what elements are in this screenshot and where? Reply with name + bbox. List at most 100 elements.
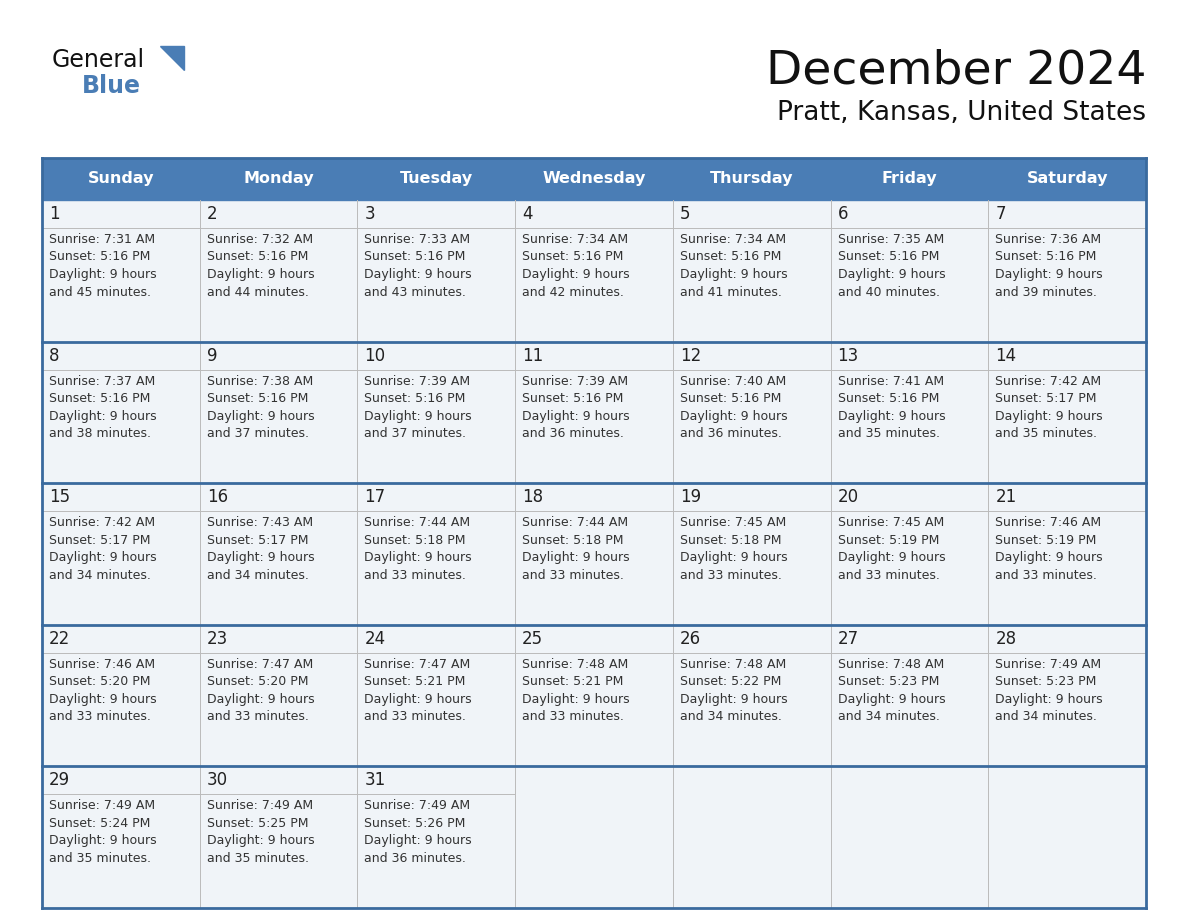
Text: Sunset: 5:20 PM: Sunset: 5:20 PM [207, 676, 308, 688]
Text: Sunrise: 7:49 AM: Sunrise: 7:49 AM [49, 800, 156, 812]
Text: Daylight: 9 hours: Daylight: 9 hours [365, 409, 472, 422]
Text: Daylight: 9 hours: Daylight: 9 hours [680, 409, 788, 422]
Bar [672, 200, 830, 341]
Bar [988, 200, 1146, 341]
Bar [830, 483, 988, 625]
Bar [358, 625, 516, 767]
Text: Sunrise: 7:48 AM: Sunrise: 7:48 AM [838, 658, 943, 671]
Bar [830, 200, 988, 341]
Text: Daylight: 9 hours: Daylight: 9 hours [996, 551, 1102, 565]
Text: and 33 minutes.: and 33 minutes. [365, 568, 467, 582]
Text: Tuesday: Tuesday [399, 172, 473, 186]
Text: Sunset: 5:21 PM: Sunset: 5:21 PM [523, 676, 624, 688]
Bar [200, 200, 358, 341]
Text: Daylight: 9 hours: Daylight: 9 hours [523, 551, 630, 565]
Text: Sunset: 5:18 PM: Sunset: 5:18 PM [680, 533, 782, 547]
Text: Sunset: 5:17 PM: Sunset: 5:17 PM [996, 392, 1097, 405]
Text: Sunset: 5:16 PM: Sunset: 5:16 PM [207, 392, 308, 405]
Text: and 40 minutes.: and 40 minutes. [838, 285, 940, 298]
Text: Sunrise: 7:44 AM: Sunrise: 7:44 AM [365, 516, 470, 529]
Text: Sunrise: 7:34 AM: Sunrise: 7:34 AM [680, 233, 786, 246]
Text: Sunset: 5:21 PM: Sunset: 5:21 PM [365, 676, 466, 688]
Text: 31: 31 [365, 771, 386, 789]
Text: Daylight: 9 hours: Daylight: 9 hours [207, 409, 315, 422]
Text: Sunrise: 7:48 AM: Sunrise: 7:48 AM [680, 658, 786, 671]
Text: Sunset: 5:16 PM: Sunset: 5:16 PM [680, 251, 782, 263]
Text: and 33 minutes.: and 33 minutes. [523, 568, 624, 582]
Text: Daylight: 9 hours: Daylight: 9 hours [838, 268, 946, 281]
Bar [358, 200, 516, 341]
Text: Sunrise: 7:32 AM: Sunrise: 7:32 AM [207, 233, 312, 246]
Text: Daylight: 9 hours: Daylight: 9 hours [207, 551, 315, 565]
Text: 9: 9 [207, 347, 217, 364]
Text: 23: 23 [207, 630, 228, 648]
Bar [988, 625, 1146, 767]
Text: and 35 minutes.: and 35 minutes. [996, 427, 1098, 440]
Text: Sunrise: 7:40 AM: Sunrise: 7:40 AM [680, 375, 786, 387]
Text: Sunrise: 7:49 AM: Sunrise: 7:49 AM [365, 800, 470, 812]
Text: Sunrise: 7:49 AM: Sunrise: 7:49 AM [996, 658, 1101, 671]
Text: Sunrise: 7:41 AM: Sunrise: 7:41 AM [838, 375, 943, 387]
Text: Pratt, Kansas, United States: Pratt, Kansas, United States [777, 100, 1146, 126]
Text: 21: 21 [996, 488, 1017, 506]
Text: Daylight: 9 hours: Daylight: 9 hours [49, 409, 157, 422]
Text: 22: 22 [49, 630, 70, 648]
Bar [200, 483, 358, 625]
Text: 1: 1 [49, 205, 59, 223]
Text: and 41 minutes.: and 41 minutes. [680, 285, 782, 298]
Text: 8: 8 [49, 347, 59, 364]
Text: Sunrise: 7:45 AM: Sunrise: 7:45 AM [680, 516, 786, 529]
Text: Daylight: 9 hours: Daylight: 9 hours [523, 693, 630, 706]
Bar [516, 767, 672, 908]
Bar [200, 767, 358, 908]
Text: Sunset: 5:19 PM: Sunset: 5:19 PM [996, 533, 1097, 547]
Text: Sunset: 5:20 PM: Sunset: 5:20 PM [49, 676, 151, 688]
Bar [42, 341, 200, 483]
Text: and 34 minutes.: and 34 minutes. [680, 711, 782, 723]
Text: Sunset: 5:24 PM: Sunset: 5:24 PM [49, 817, 151, 830]
Bar [358, 767, 516, 908]
Text: 18: 18 [523, 488, 543, 506]
Text: 29: 29 [49, 771, 70, 789]
Text: Sunrise: 7:42 AM: Sunrise: 7:42 AM [49, 516, 156, 529]
Text: Sunrise: 7:39 AM: Sunrise: 7:39 AM [365, 375, 470, 387]
Text: Sunrise: 7:47 AM: Sunrise: 7:47 AM [207, 658, 312, 671]
Text: Sunset: 5:17 PM: Sunset: 5:17 PM [207, 533, 308, 547]
Text: and 34 minutes.: and 34 minutes. [838, 711, 940, 723]
Text: Sunrise: 7:45 AM: Sunrise: 7:45 AM [838, 516, 943, 529]
Text: Daylight: 9 hours: Daylight: 9 hours [680, 268, 788, 281]
Bar [830, 767, 988, 908]
Text: Sunset: 5:25 PM: Sunset: 5:25 PM [207, 817, 308, 830]
Text: Sunset: 5:16 PM: Sunset: 5:16 PM [680, 392, 782, 405]
Text: and 33 minutes.: and 33 minutes. [680, 568, 782, 582]
Text: 16: 16 [207, 488, 228, 506]
Text: and 34 minutes.: and 34 minutes. [49, 568, 151, 582]
Bar [988, 341, 1146, 483]
Text: Monday: Monday [244, 172, 314, 186]
Text: 11: 11 [523, 347, 543, 364]
Text: and 33 minutes.: and 33 minutes. [523, 711, 624, 723]
Text: 14: 14 [996, 347, 1017, 364]
Text: 28: 28 [996, 630, 1017, 648]
Text: and 39 minutes.: and 39 minutes. [996, 285, 1098, 298]
Text: 13: 13 [838, 347, 859, 364]
Text: and 34 minutes.: and 34 minutes. [207, 568, 309, 582]
Bar [42, 158, 1146, 200]
Bar [200, 341, 358, 483]
Text: Sunrise: 7:46 AM: Sunrise: 7:46 AM [996, 516, 1101, 529]
Text: Thursday: Thursday [710, 172, 794, 186]
Text: Daylight: 9 hours: Daylight: 9 hours [523, 409, 630, 422]
Text: Sunrise: 7:35 AM: Sunrise: 7:35 AM [838, 233, 943, 246]
Text: Daylight: 9 hours: Daylight: 9 hours [207, 834, 315, 847]
Text: Sunset: 5:16 PM: Sunset: 5:16 PM [523, 392, 624, 405]
Text: Sunrise: 7:43 AM: Sunrise: 7:43 AM [207, 516, 312, 529]
Text: and 33 minutes.: and 33 minutes. [207, 711, 309, 723]
Bar [672, 625, 830, 767]
Text: 3: 3 [365, 205, 375, 223]
Text: and 44 minutes.: and 44 minutes. [207, 285, 309, 298]
Text: 2: 2 [207, 205, 217, 223]
Text: Daylight: 9 hours: Daylight: 9 hours [838, 551, 946, 565]
Text: 20: 20 [838, 488, 859, 506]
Text: Sunset: 5:16 PM: Sunset: 5:16 PM [49, 251, 151, 263]
Text: 25: 25 [523, 630, 543, 648]
